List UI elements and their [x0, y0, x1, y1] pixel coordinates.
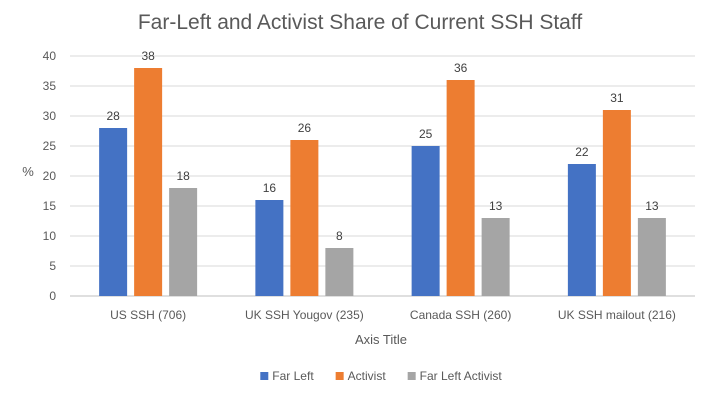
legend-label: Far Left Activist: [420, 369, 503, 383]
x-tick-label: UK SSH mailout (216): [558, 308, 676, 322]
x-axis-ticks: US SSH (706) UK SSH Yougov (235) Canada SS…: [110, 308, 676, 322]
y-tick-label: 0: [49, 289, 56, 303]
bar-activist: [446, 80, 475, 296]
bars: [99, 68, 666, 296]
legend-item: Far Left Activist: [407, 369, 503, 383]
data-label: 28: [106, 109, 120, 123]
y-tick-label: 20: [43, 169, 57, 183]
y-tick-label: 15: [43, 199, 57, 213]
legend-item: Activist: [335, 369, 387, 383]
data-label: 13: [645, 199, 659, 213]
y-tick-label: 5: [49, 259, 56, 273]
y-tick-label: 35: [43, 79, 57, 93]
legend-swatch: [407, 372, 416, 380]
data-label: 26: [298, 121, 312, 135]
data-label: 18: [176, 169, 190, 183]
legend-swatch: [335, 372, 344, 380]
bar-activist: [290, 140, 319, 296]
data-label: 25: [419, 127, 433, 141]
gridlines: [70, 55, 695, 297]
bar-far-left: [255, 200, 284, 296]
legend-label: Far Left: [272, 369, 314, 383]
bar-far-left-activist: [637, 218, 666, 296]
legend-item: Far Left: [260, 369, 314, 383]
data-label: 31: [610, 91, 624, 105]
bar-far-left: [567, 164, 596, 296]
x-tick-label: UK SSH Yougov (235): [245, 308, 364, 322]
y-tick-label: 25: [43, 139, 57, 153]
bar-far-left: [99, 128, 128, 296]
data-label: 13: [489, 199, 503, 213]
y-tick-label: 30: [43, 109, 57, 123]
legend-swatch: [260, 372, 269, 380]
bar-far-left-activist: [325, 248, 354, 296]
bar-far-left-activist: [481, 218, 510, 296]
y-tick-label: 10: [43, 229, 57, 243]
data-label: 38: [141, 49, 155, 63]
data-label: 16: [263, 181, 277, 195]
bar-activist: [602, 110, 631, 296]
data-label: 36: [454, 61, 468, 75]
data-label: 22: [575, 145, 589, 159]
data-labels: 28 38 18 16 26 8 25 36 13 22 31 13: [106, 49, 658, 243]
bar-far-left: [411, 146, 440, 296]
legend: Far Left Activist Far Left Activist: [260, 369, 502, 383]
y-tick-label: 40: [43, 49, 57, 63]
x-tick-label: Canada SSH (260): [410, 308, 511, 322]
bar-activist: [134, 68, 163, 296]
data-label: 8: [336, 229, 343, 243]
legend-label: Activist: [348, 369, 387, 383]
chart-title: Far-Left and Activist Share of Current S…: [138, 11, 582, 34]
y-axis-ticks: 0 5 10 15 20 25 30 35 40: [43, 49, 57, 303]
y-axis-title: %: [22, 164, 34, 179]
bar-far-left-activist: [169, 188, 198, 296]
x-axis-title: Axis Title: [355, 332, 407, 347]
x-tick-label: US SSH (706): [110, 308, 186, 322]
